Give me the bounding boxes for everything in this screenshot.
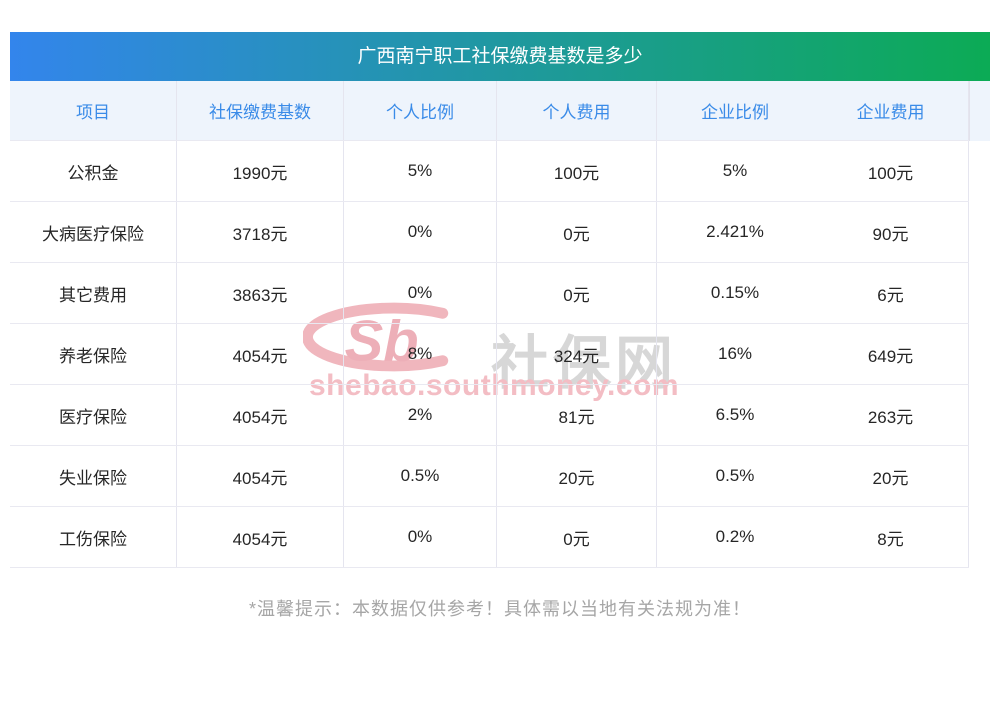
header-row: 项目 社保缴费基数 个人比例 个人费用 企业比例 企业费用 — [10, 81, 990, 141]
table-row: 医疗保险 4054元 2% 81元 6.5% 263元 — [10, 385, 969, 446]
row-label: 工伤保险 — [10, 507, 177, 567]
header-cell: 项目 — [10, 81, 177, 140]
row-value: 1990元 — [177, 141, 344, 201]
header-cell: 社保缴费基数 — [177, 81, 344, 140]
footer-note: *温馨提示：本数据仅供参考！具体需以当地有关法规为准！ — [248, 599, 751, 619]
row-value: 6.5% — [715, 405, 755, 424]
row-value: 649元 — [813, 324, 969, 384]
row-value: 3863元 — [177, 263, 344, 323]
row-value: 3718元 — [177, 202, 344, 262]
row-value: 4054元 — [177, 324, 344, 384]
row-label: 其它费用 — [10, 263, 177, 323]
row-value: 0元 — [497, 202, 657, 262]
row-value: 0.5% — [715, 466, 755, 485]
row-value: 0元 — [497, 263, 657, 323]
table-row: 工伤保险 4054元 0% 0元 0.2% 8元 — [10, 507, 969, 568]
row-value: 0% — [344, 202, 497, 262]
row-label: 养老保险 — [10, 324, 177, 384]
row-value: 20元 — [497, 446, 657, 506]
row-value: 263元 — [813, 385, 969, 445]
table-row: 大病医疗保险 3718元 0% 0元 2.421% 90元 — [10, 202, 969, 263]
row-label: 大病医疗保险 — [10, 202, 177, 262]
row-value: 4054元 — [177, 507, 344, 567]
header-cell: 个人比例 — [344, 81, 497, 140]
row-value: 6元 — [813, 263, 969, 323]
row-value: 0.2% — [715, 527, 755, 546]
header-cell: 企业比例 — [701, 103, 769, 122]
table-row: 失业保险 4054元 0.5% 20元 0.5% 20元 — [10, 446, 969, 507]
row-value: 5% — [722, 161, 748, 180]
row-value: 2% — [344, 385, 497, 445]
row-value: 8% — [344, 324, 497, 384]
row-value: 20元 — [813, 446, 969, 506]
table-title: 广西南宁职工社保缴费基数是多少 — [10, 32, 990, 81]
row-label: 失业保险 — [10, 446, 177, 506]
row-value: 0% — [344, 263, 497, 323]
row-value: 4054元 — [177, 385, 344, 445]
row-value: 0.5% — [344, 446, 497, 506]
row-value: 0.15% — [710, 283, 760, 302]
row-value: 90元 — [813, 202, 969, 262]
header-cell: 企业费用 — [813, 81, 969, 140]
header-cell: 个人费用 — [497, 81, 657, 140]
table-body: 公积金 1990元 5% 100元 5% 100元 大病医疗保险 3718元 0% 0元 2.421… — [10, 141, 969, 568]
table-row: 养老保险 4054元 8% 324元 16% 649元 — [10, 324, 969, 385]
table-row: 公积金 1990元 5% 100元 5% 100元 — [10, 141, 969, 202]
row-value: 0% — [344, 507, 497, 567]
row-value: 5% — [344, 141, 497, 201]
header-cells: 项目 社保缴费基数 个人比例 个人费用 企业比例 企业费用 — [10, 81, 969, 141]
row-label: 医疗保险 — [10, 385, 177, 445]
row-value: 4054元 — [177, 446, 344, 506]
row-value: 8元 — [813, 507, 969, 567]
row-value: 81元 — [497, 385, 657, 445]
row-value: 2.421% — [706, 222, 764, 241]
row-value: 16% — [717, 344, 753, 363]
table-row: 其它费用 3863元 0% 0元 0.15% 6元 — [10, 263, 969, 324]
row-value: 0元 — [497, 507, 657, 567]
row-label: 公积金 — [10, 141, 177, 201]
header-filler — [969, 81, 990, 141]
row-value: 100元 — [813, 141, 969, 201]
row-value: 324元 — [497, 324, 657, 384]
row-value: 100元 — [497, 141, 657, 201]
social-insurance-table: 广西南宁职工社保缴费基数是多少 项目 社保缴费基数 个人比例 个人费用 企业比例 企业费用… — [10, 32, 990, 568]
